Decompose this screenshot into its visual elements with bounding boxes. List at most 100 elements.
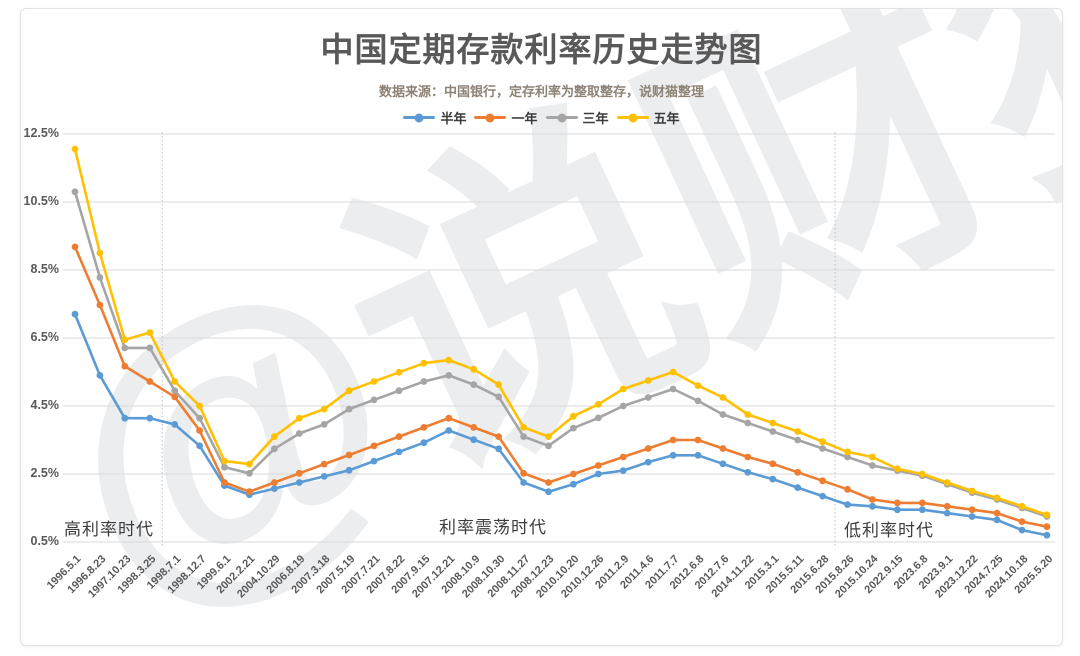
series-point-五年: [844, 448, 851, 456]
series-point-五年: [295, 414, 303, 422]
series-point-半年: [819, 492, 826, 500]
series-point-一年: [221, 479, 228, 486]
legend-item-一年: 一年: [474, 108, 538, 127]
series-point-一年: [669, 436, 677, 444]
series-point-一年: [943, 502, 951, 510]
series-point-五年: [1018, 502, 1026, 510]
series-point-一年: [71, 243, 79, 251]
series-point-三年: [295, 430, 303, 437]
era-annotation: 低利率时代: [844, 521, 934, 540]
series-point-三年: [918, 472, 926, 480]
series-point-三年: [894, 467, 901, 474]
series-point-五年: [968, 487, 976, 495]
y-axis-tick-label: 10.5%: [23, 194, 59, 208]
series-point-五年: [96, 249, 104, 257]
series-point-三年: [968, 489, 976, 497]
series-point-半年: [121, 414, 129, 422]
series-point-一年: [968, 506, 976, 514]
legend-label: 三年: [582, 111, 609, 126]
legend-item-三年: 三年: [545, 108, 609, 127]
legend-swatch-icon: [474, 113, 507, 122]
series-point-五年: [719, 394, 727, 401]
series-line-半年: [73, 313, 1048, 537]
series-point-三年: [271, 445, 278, 453]
series-point-五年: [520, 424, 527, 431]
era-annotation: 利率震荡时代: [439, 518, 547, 537]
series-point-三年: [71, 188, 79, 196]
series-point-一年: [246, 488, 253, 496]
series-point-三年: [221, 463, 228, 471]
legend-swatch-icon: [616, 113, 649, 122]
series-point-三年: [121, 344, 129, 352]
series-point-半年: [146, 414, 154, 422]
series-point-五年: [993, 494, 1001, 502]
series-point-半年: [470, 436, 478, 444]
series-point-半年: [1043, 531, 1051, 539]
series-point-三年: [694, 397, 702, 405]
series-point-半年: [644, 458, 652, 466]
series-point-三年: [345, 405, 353, 413]
series-point-半年: [495, 445, 502, 453]
series-point-五年: [420, 359, 428, 367]
series-point-五年: [146, 329, 154, 336]
series-point-一年: [694, 436, 702, 444]
series-point-三年: [395, 387, 403, 395]
series-point-五年: [669, 368, 677, 376]
series-point-一年: [96, 301, 104, 309]
y-axis-tick-label: 8.5%: [30, 262, 60, 276]
series-point-半年: [221, 482, 228, 489]
series-point-三年: [1043, 513, 1051, 520]
series-point-五年: [395, 368, 403, 376]
series-point-五年: [71, 145, 79, 153]
y-axis-tick-label: 2.5%: [30, 466, 60, 480]
series-point-三年: [669, 385, 677, 393]
series-point-一年: [744, 453, 752, 461]
series-point-五年: [869, 453, 876, 461]
series-point-三年: [320, 421, 328, 428]
legend-item-五年: 五年: [616, 108, 680, 127]
series-point-一年: [769, 460, 777, 468]
series-point-一年: [794, 468, 802, 476]
series-point-一年: [495, 433, 502, 440]
series-point-半年: [594, 470, 602, 478]
chart-subtitle: 数据来源：中国银行，定存利率为整取整存，说财猫整理: [378, 84, 704, 99]
series-point-一年: [844, 485, 851, 493]
series-point-一年: [993, 509, 1001, 517]
series-point-半年: [694, 451, 702, 459]
series-point-半年: [794, 484, 802, 491]
series-point-半年: [769, 475, 777, 483]
series-point-一年: [594, 462, 602, 469]
legend-dot-icon: [628, 113, 638, 122]
series-point-五年: [744, 411, 752, 418]
series-point-三年: [370, 396, 378, 404]
y-axis-tick-label: 4.5%: [30, 398, 60, 412]
series-point-半年: [993, 516, 1001, 524]
series-point-三年: [869, 462, 876, 469]
series-point-半年: [943, 509, 951, 517]
series-point-半年: [320, 473, 328, 480]
series-point-三年: [619, 402, 627, 410]
series-point-三年: [520, 433, 527, 440]
series-point-三年: [993, 496, 1001, 503]
series-point-半年: [370, 457, 378, 465]
series-point-三年: [1018, 504, 1026, 512]
series-point-三年: [246, 469, 253, 477]
series-point-五年: [221, 457, 228, 465]
series-point-一年: [470, 424, 478, 431]
series-point-三年: [844, 453, 851, 461]
watermark-text: @说财猫: [20, 8, 1063, 646]
series-point-三年: [819, 445, 826, 452]
series-point-五年: [769, 419, 777, 427]
series-point-一年: [619, 453, 627, 461]
series-point-三年: [545, 442, 552, 450]
legend-label: 半年: [440, 111, 467, 126]
series-point-一年: [146, 378, 154, 385]
series-point-一年: [644, 445, 652, 452]
series-point-五年: [694, 382, 702, 389]
series-point-三年: [146, 344, 154, 352]
series-point-五年: [196, 402, 204, 410]
series-point-半年: [395, 448, 403, 456]
series-point-三年: [570, 424, 577, 432]
series-point-一年: [1043, 523, 1051, 531]
series-point-三年: [719, 411, 727, 418]
